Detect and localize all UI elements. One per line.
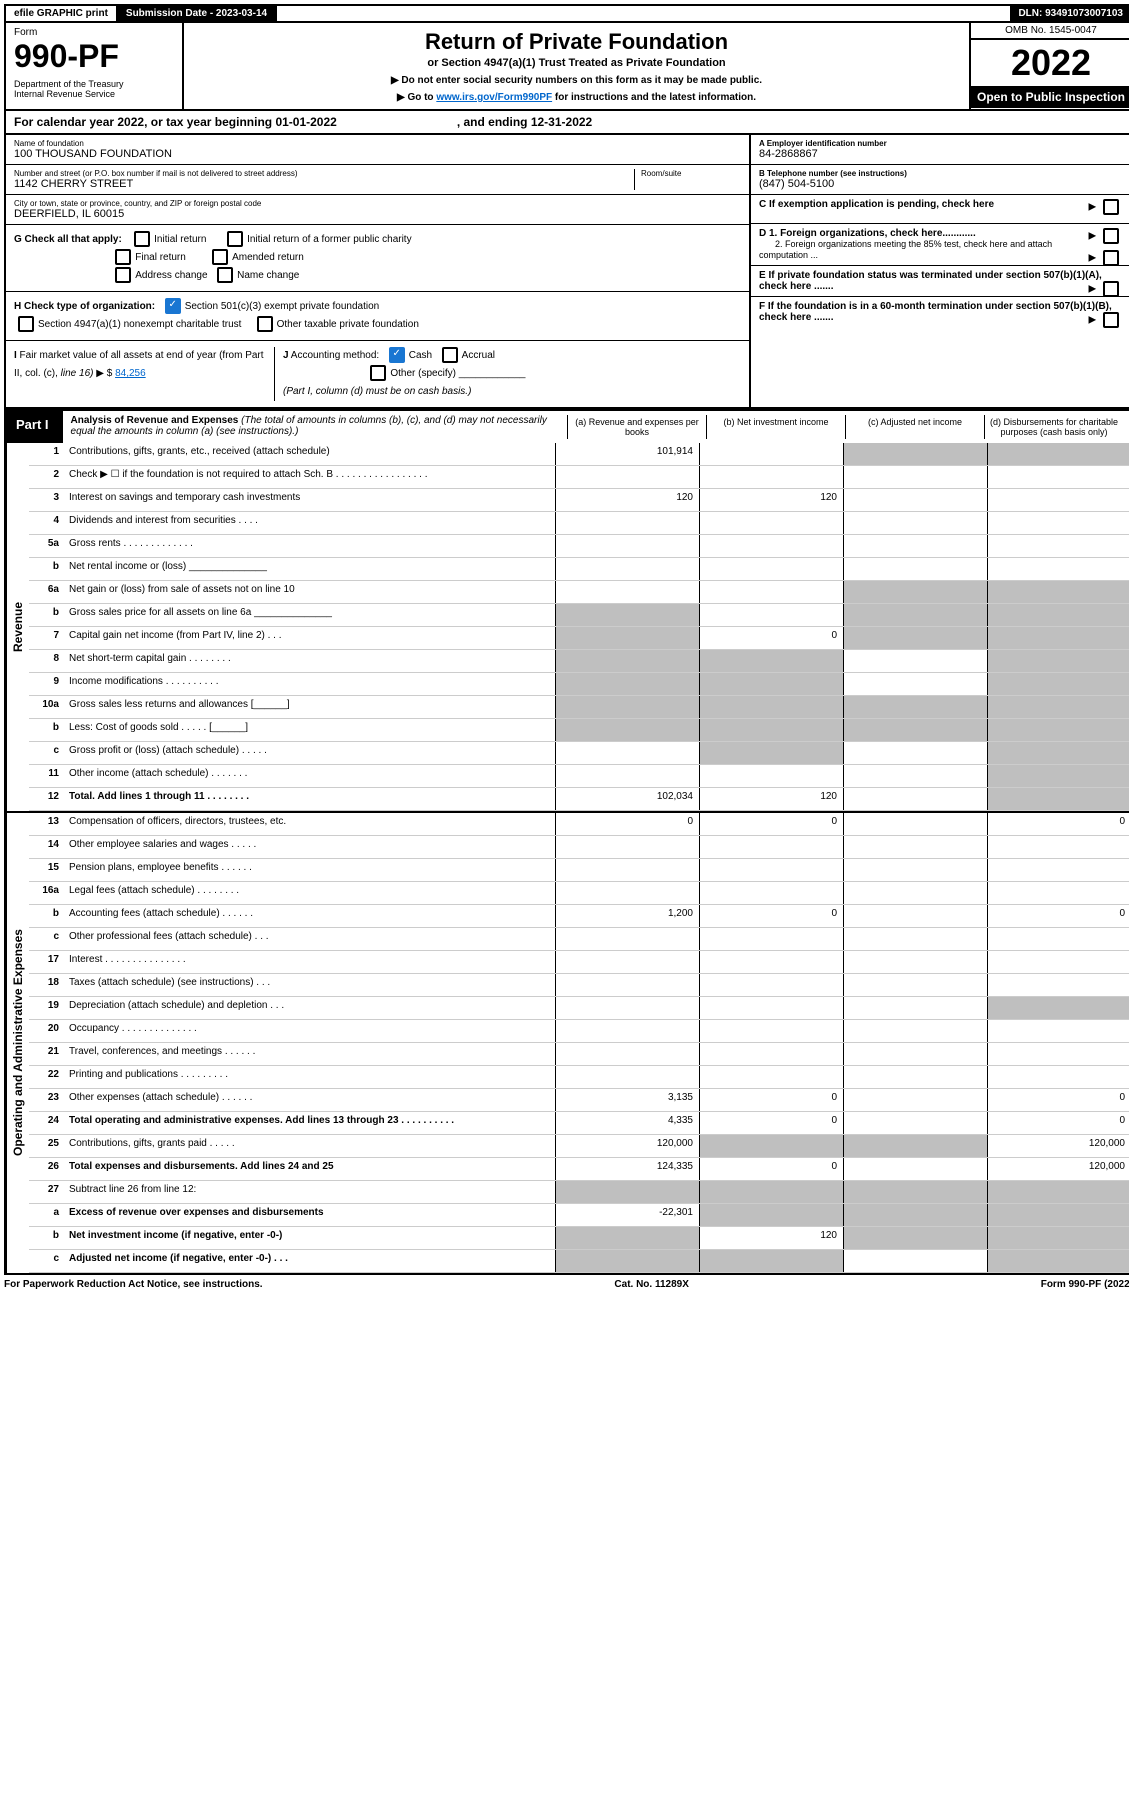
foot-right: Form 990-PF (2022) xyxy=(1041,1279,1129,1290)
efile-label: efile GRAPHIC print xyxy=(6,6,118,21)
line-row: 27Subtract line 26 from line 12: xyxy=(29,1181,1129,1204)
city: City or town, state or province, country… xyxy=(6,195,749,225)
oae-label: Operating and Administrative Expenses xyxy=(6,813,29,1273)
line-row: 8Net short-term capital gain . . . . . .… xyxy=(29,650,1129,673)
line-row: bAccounting fees (attach schedule) . . .… xyxy=(29,905,1129,928)
line-row: 24Total operating and administrative exp… xyxy=(29,1112,1129,1135)
calendar-year: For calendar year 2022, or tax year begi… xyxy=(4,111,1129,135)
ein: A Employer identification number84-28688… xyxy=(751,135,1129,165)
form-number: 990-PF xyxy=(14,38,174,75)
col-d: (d) Disbursements for charitable purpose… xyxy=(984,415,1123,439)
line-row: 1Contributions, gifts, grants, etc., rec… xyxy=(29,443,1129,466)
form-title: Return of Private Foundation xyxy=(196,29,957,55)
tax-year: 2022 xyxy=(971,40,1129,86)
dept: Department of the Treasury Internal Reve… xyxy=(14,79,174,99)
revenue-label: Revenue xyxy=(6,443,29,811)
e-check: E If private foundation status was termi… xyxy=(751,266,1129,297)
g-checks: G Check all that apply: Initial return I… xyxy=(6,225,749,292)
address: Number and street (or P.O. box number if… xyxy=(6,165,749,195)
part1-title: Analysis of Revenue and Expenses (The to… xyxy=(71,415,567,439)
submission-date: Submission Date - 2023-03-14 xyxy=(118,6,277,21)
note1: ▶ Do not enter social security numbers o… xyxy=(196,75,957,86)
line-row: 12Total. Add lines 1 through 11 . . . . … xyxy=(29,788,1129,811)
form-subtitle: or Section 4947(a)(1) Trust Treated as P… xyxy=(196,57,957,69)
part1-label: Part I xyxy=(4,409,61,443)
foundation-name: Name of foundation100 THOUSAND FOUNDATIO… xyxy=(6,135,749,165)
col-b: (b) Net investment income xyxy=(706,415,845,439)
note2: ▶ Go to www.irs.gov/Form990PF for instru… xyxy=(196,92,957,103)
irs-link[interactable]: www.irs.gov/Form990PF xyxy=(436,92,552,103)
line-row: 21Travel, conferences, and meetings . . … xyxy=(29,1043,1129,1066)
line-row: 23Other expenses (attach schedule) . . .… xyxy=(29,1089,1129,1112)
line-row: 20Occupancy . . . . . . . . . . . . . . xyxy=(29,1020,1129,1043)
line-row: 13Compensation of officers, directors, t… xyxy=(29,813,1129,836)
c-check: C If exemption application is pending, c… xyxy=(751,195,1129,224)
foot-left: For Paperwork Reduction Act Notice, see … xyxy=(4,1279,263,1290)
line-row: cAdjusted net income (if negative, enter… xyxy=(29,1250,1129,1273)
line-row: 7Capital gain net income (from Part IV, … xyxy=(29,627,1129,650)
foot-center: Cat. No. 11289X xyxy=(614,1279,688,1290)
d-check: D 1. Foreign organizations, check here..… xyxy=(751,224,1129,266)
line-row: 17Interest . . . . . . . . . . . . . . . xyxy=(29,951,1129,974)
col-c: (c) Adjusted net income xyxy=(845,415,984,439)
line-row: 11Other income (attach schedule) . . . .… xyxy=(29,765,1129,788)
line-row: 15Pension plans, employee benefits . . .… xyxy=(29,859,1129,882)
line-row: bLess: Cost of goods sold . . . . . [___… xyxy=(29,719,1129,742)
line-row: 26Total expenses and disbursements. Add … xyxy=(29,1158,1129,1181)
line-row: 2Check ▶ ☐ if the foundation is not requ… xyxy=(29,466,1129,489)
line-row: 9Income modifications . . . . . . . . . … xyxy=(29,673,1129,696)
line-row: cGross profit or (loss) (attach schedule… xyxy=(29,742,1129,765)
i-j-block: I Fair market value of all assets at end… xyxy=(6,341,749,407)
form-label: Form xyxy=(14,27,174,38)
line-row: 19Depreciation (attach schedule) and dep… xyxy=(29,997,1129,1020)
line-row: 4Dividends and interest from securities … xyxy=(29,512,1129,535)
col-a: (a) Revenue and expenses per books xyxy=(567,415,706,439)
line-row: bNet investment income (if negative, ent… xyxy=(29,1227,1129,1250)
line-row: 10aGross sales less returns and allowanc… xyxy=(29,696,1129,719)
line-row: 5aGross rents . . . . . . . . . . . . . xyxy=(29,535,1129,558)
line-row: bGross sales price for all assets on lin… xyxy=(29,604,1129,627)
line-row: 3Interest on savings and temporary cash … xyxy=(29,489,1129,512)
phone: B Telephone number (see instructions)(84… xyxy=(751,165,1129,195)
line-row: 22Printing and publications . . . . . . … xyxy=(29,1066,1129,1089)
f-check: F If the foundation is in a 60-month ter… xyxy=(751,297,1129,327)
line-row: 25Contributions, gifts, grants paid . . … xyxy=(29,1135,1129,1158)
line-row: 6aNet gain or (loss) from sale of assets… xyxy=(29,581,1129,604)
line-row: 14Other employee salaries and wages . . … xyxy=(29,836,1129,859)
line-row: 16aLegal fees (attach schedule) . . . . … xyxy=(29,882,1129,905)
line-row: 18Taxes (attach schedule) (see instructi… xyxy=(29,974,1129,997)
line-row: cOther professional fees (attach schedul… xyxy=(29,928,1129,951)
open-inspection: Open to Public Inspection xyxy=(971,86,1129,108)
line-row: bNet rental income or (loss) ___________… xyxy=(29,558,1129,581)
h-checks: H Check type of organization: ✓Section 5… xyxy=(6,292,749,341)
dln: DLN: 93491073007103 xyxy=(1010,6,1129,21)
line-row: aExcess of revenue over expenses and dis… xyxy=(29,1204,1129,1227)
omb: OMB No. 1545-0047 xyxy=(971,23,1129,40)
